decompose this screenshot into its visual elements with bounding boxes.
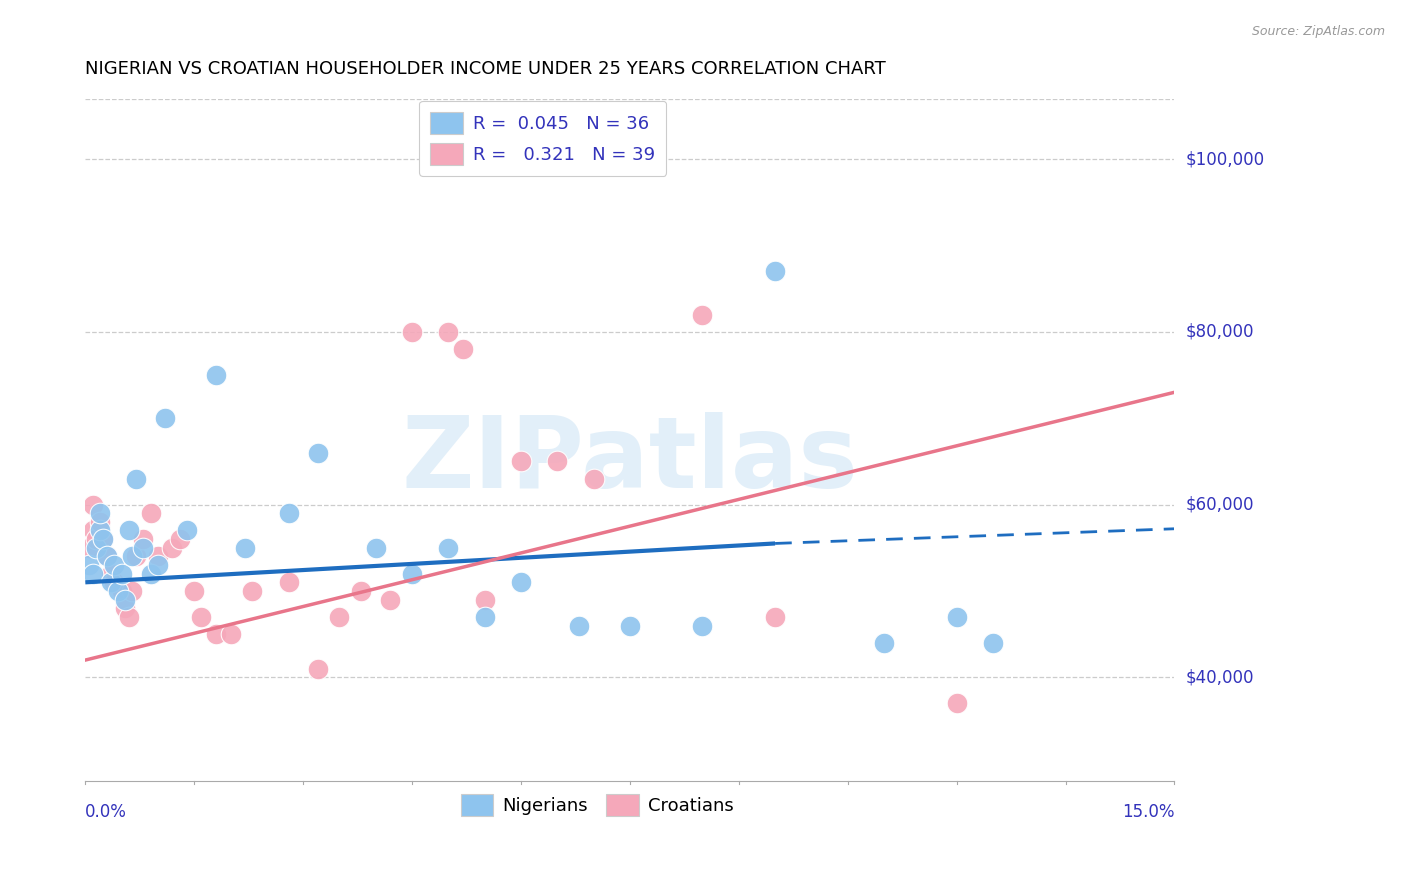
Text: 0.0%: 0.0% — [86, 803, 127, 821]
Text: $80,000: $80,000 — [1185, 323, 1254, 341]
Point — [110, 584, 132, 599]
Text: NIGERIAN VS CROATIAN HOUSEHOLDER INCOME UNDER 25 YEARS CORRELATION CHART: NIGERIAN VS CROATIAN HOUSEHOLDER INCOME … — [86, 60, 886, 78]
Point — [100, 566, 122, 581]
Point — [474, 610, 496, 624]
Point — [114, 592, 136, 607]
Point — [981, 636, 1004, 650]
Text: 15.0%: 15.0% — [1122, 803, 1174, 821]
Point — [82, 498, 104, 512]
Point — [873, 636, 896, 650]
Point — [183, 584, 205, 599]
Point — [219, 627, 242, 641]
Point — [763, 264, 786, 278]
Point — [277, 575, 299, 590]
Point — [945, 696, 967, 710]
Point — [205, 368, 228, 382]
Point — [132, 541, 155, 555]
Point — [139, 506, 162, 520]
Point — [77, 558, 100, 572]
Point — [100, 575, 122, 590]
Point — [307, 662, 329, 676]
Point — [277, 506, 299, 520]
Point — [107, 584, 129, 599]
Point — [510, 454, 533, 468]
Point — [582, 472, 605, 486]
Point — [692, 308, 714, 322]
Point — [125, 472, 148, 486]
Point — [146, 549, 169, 564]
Point — [110, 566, 132, 581]
Point — [945, 610, 967, 624]
Text: Source: ZipAtlas.com: Source: ZipAtlas.com — [1251, 25, 1385, 38]
Point — [510, 575, 533, 590]
Point — [118, 610, 141, 624]
Point — [82, 524, 104, 538]
Point — [96, 549, 118, 564]
Point — [125, 549, 148, 564]
Point — [162, 541, 184, 555]
Point — [153, 411, 176, 425]
Point — [121, 584, 143, 599]
Point — [474, 592, 496, 607]
Point — [96, 549, 118, 564]
Point — [401, 325, 423, 339]
Point — [568, 618, 591, 632]
Point — [103, 575, 125, 590]
Point — [84, 532, 107, 546]
Point — [139, 566, 162, 581]
Point — [84, 541, 107, 555]
Point — [328, 610, 350, 624]
Point — [380, 592, 402, 607]
Point — [233, 541, 256, 555]
Point — [240, 584, 263, 599]
Point — [82, 566, 104, 581]
Point — [692, 618, 714, 632]
Point — [307, 446, 329, 460]
Point — [451, 342, 474, 356]
Point — [89, 524, 111, 538]
Point — [176, 524, 198, 538]
Text: $60,000: $60,000 — [1185, 496, 1254, 514]
Text: ZIPatlas: ZIPatlas — [402, 412, 858, 508]
Point — [190, 610, 212, 624]
Point — [77, 541, 100, 555]
Point — [132, 532, 155, 546]
Point — [89, 506, 111, 520]
Point — [763, 610, 786, 624]
Point — [350, 584, 373, 599]
Point — [121, 549, 143, 564]
Point — [619, 618, 641, 632]
Point — [169, 532, 191, 546]
Text: $100,000: $100,000 — [1185, 150, 1264, 168]
Point — [437, 325, 460, 339]
Point — [401, 566, 423, 581]
Point — [146, 558, 169, 572]
Point — [118, 524, 141, 538]
Point — [437, 541, 460, 555]
Point — [114, 601, 136, 615]
Point — [546, 454, 568, 468]
Point — [93, 532, 115, 546]
Text: $40,000: $40,000 — [1185, 668, 1254, 686]
Point — [103, 558, 125, 572]
Point — [93, 532, 115, 546]
Point — [205, 627, 228, 641]
Point — [89, 515, 111, 529]
Legend: Nigerians, Croatians: Nigerians, Croatians — [454, 787, 741, 823]
Point — [364, 541, 387, 555]
